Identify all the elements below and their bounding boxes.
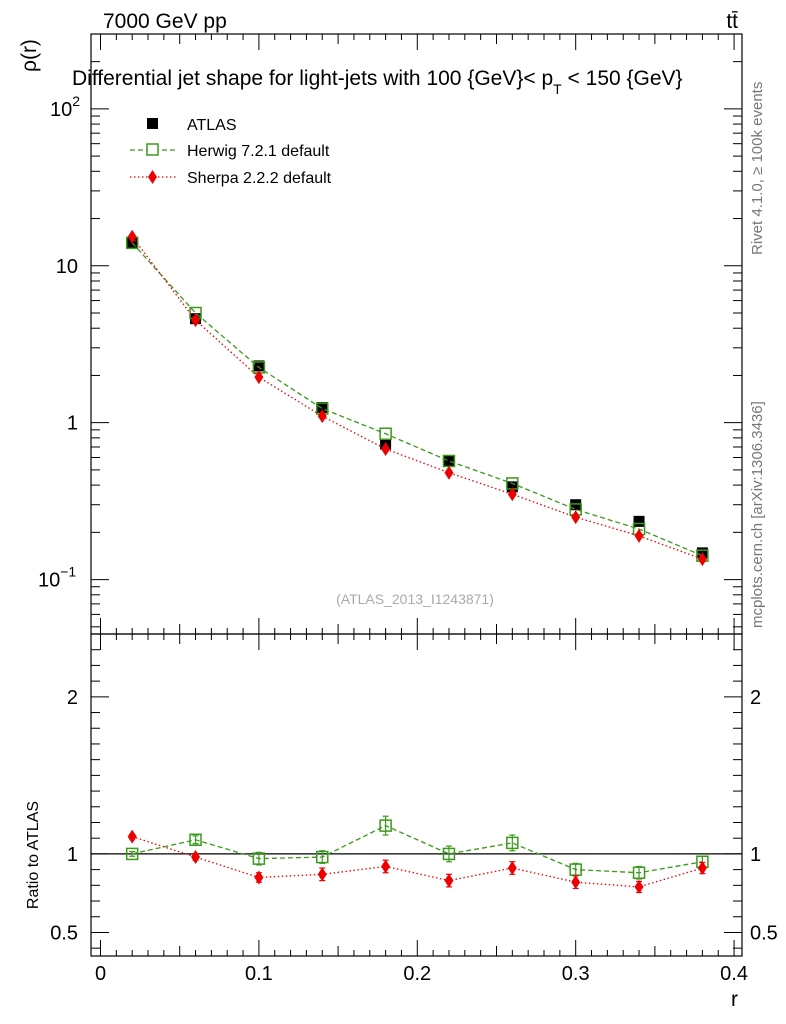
ratio-axes: 0 0.1 0.2 0.3 0.40.5 0.51 12 2: [50, 633, 778, 985]
ratio-series: [125, 815, 709, 894]
ratio-point-0-8: [632, 866, 646, 880]
chart-title-end: < 150 {GeV}: [562, 67, 683, 90]
ratio-series-line-0: [132, 824, 703, 874]
ratio-point-1-1: [191, 850, 201, 865]
ratio-point-1-7: [571, 875, 581, 890]
ratio-y-tick-label: 2: [67, 687, 78, 709]
main-point-2-4: [381, 441, 391, 456]
legend-label-sherpa: Sherpa 2.2.2 default: [187, 170, 332, 187]
main-series: [125, 229, 709, 567]
main-point-0-5: [443, 455, 455, 467]
legend-marker-atlas: [147, 118, 158, 129]
x-tick-label: 0.4: [720, 963, 748, 985]
ratio-point-1-2: [254, 870, 264, 885]
main-point-2-8: [634, 528, 644, 543]
main-point-0-3: [316, 401, 328, 413]
analysis-watermark: (ATLAS_2013_I1243871): [336, 591, 494, 607]
main-series-line-1: [131, 242, 703, 557]
y-tick-exponent: −1: [60, 564, 76, 580]
legend-label-herwig: Herwig 7.2.1 default: [187, 143, 330, 160]
ratio-point-0-5: [442, 847, 456, 861]
chart-title-subscript: T: [553, 81, 562, 97]
main-point-2-2: [254, 370, 264, 385]
y-tick-label: 1: [67, 413, 78, 435]
main-point-2-3: [317, 409, 327, 424]
ratio-y-tick-label-right: 0.5: [750, 922, 778, 944]
main-axes: 10−1 1 10 102: [38, 33, 742, 634]
y-tick-label: 10: [56, 256, 78, 278]
main-point-2-6: [507, 487, 517, 502]
ratio-point-0-0: [125, 847, 139, 861]
legend-label-atlas: ATLAS: [187, 117, 237, 134]
legend: ATLAS Herwig 7.2.1 default Sherpa 2.2.2 …: [130, 117, 332, 187]
side-text-top: Rivet 4.1.0, ≥ 100k events: [749, 82, 766, 255]
ratio-point-0-7: [569, 863, 582, 876]
ratio-y-tick-label: 1: [67, 844, 78, 866]
ratio-point-1-8: [634, 879, 644, 894]
legend-marker-sherpa: [148, 170, 157, 184]
side-text-bottom: mcplots.cern.ch [arXiv:1306.3436]: [749, 401, 766, 628]
ratio-point-0-1: [189, 833, 202, 847]
process-label: tt̄: [726, 10, 738, 33]
main-point-0-2: [253, 360, 265, 372]
chart-title-main: Differential jet shape for light-jets wi…: [72, 67, 553, 90]
main-point-2-1: [191, 313, 201, 328]
x-tick-label: 0.2: [403, 963, 431, 985]
ratio-point-1-0: [127, 829, 137, 844]
ratio-y-tick-label-right: 2: [750, 687, 761, 709]
ratio-plot-frame: [90, 633, 743, 957]
x-axis-label: r: [731, 988, 738, 1011]
y-tick-label: 10−1: [38, 564, 76, 592]
main-series-line-2: [131, 236, 703, 560]
ratio-point-0-4: [379, 819, 392, 832]
ratio-point-0-2: [252, 852, 266, 865]
main-y-axis-label: ρ(r): [18, 39, 41, 72]
ratio-point-1-4: [381, 859, 391, 874]
main-point-2-5: [444, 465, 454, 480]
ratio-y-tick-label: 0.5: [50, 922, 78, 944]
x-tick-label: 0.1: [245, 963, 273, 985]
main-point-0-8: [633, 515, 645, 527]
main-point-2-9: [697, 552, 707, 567]
ratio-point-0-3: [316, 850, 329, 864]
ratio-series-line-1: [131, 836, 703, 888]
chart-title: Differential jet shape for light-jets wi…: [72, 67, 683, 97]
y-tick-label: 102: [50, 93, 80, 121]
main-point-1-4: [379, 427, 392, 441]
ratio-point-1-9: [697, 861, 707, 876]
x-tick-label: 0: [95, 963, 106, 985]
y-tick-exponent: 2: [72, 93, 80, 109]
ratio-point-1-3: [317, 867, 327, 882]
ratio-y-axis-label: Ratio to ATLAS: [25, 801, 42, 909]
legend-marker-herwig: [146, 143, 159, 156]
main-point-2-0: [127, 229, 137, 244]
energy-label: 7000 GeV pp: [103, 10, 227, 33]
main-point-2-7: [571, 510, 581, 525]
ratio-y-tick-label-right: 1: [750, 844, 761, 866]
x-tick-label: 0.3: [562, 963, 590, 985]
ratio-point-1-6: [507, 861, 517, 876]
ratio-point-1-5: [444, 873, 454, 888]
ratio-point-0-6: [506, 836, 519, 850]
main-point-0-7: [570, 499, 582, 511]
main-point-0-6: [506, 481, 518, 493]
